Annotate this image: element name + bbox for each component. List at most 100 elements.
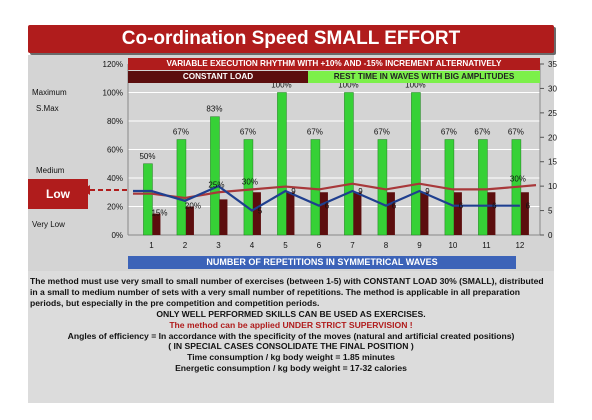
x-axis-title: NUMBER OF REPETITIONS IN SYMMETRICAL WAV… (128, 256, 516, 269)
dark-bar (219, 199, 228, 235)
y-left-tick-label: 20% (107, 203, 123, 212)
blue-line-label: 6 (492, 202, 497, 211)
chart-title-bar: Co-ordination Speed SMALL EFFORT (28, 25, 554, 53)
green-bar (210, 116, 220, 236)
banner-constant: CONSTANT LOAD (128, 71, 308, 83)
green-bar (243, 139, 254, 236)
green-bar-label: 100% (271, 81, 291, 90)
dark-bar (453, 192, 462, 235)
green-bar (478, 139, 488, 236)
paragraph-method: The method must use very small to small … (30, 276, 544, 308)
red-line-label: 30% (510, 175, 526, 184)
x-tick-label: 9 (417, 241, 422, 250)
blue-line (133, 184, 520, 212)
y-right-tick-label: 20 (548, 133, 557, 142)
dark-bar (152, 213, 161, 235)
x-tick-label: 12 (515, 241, 524, 250)
blue-line-label: 6 (392, 202, 397, 211)
y-right-tick-label: 0 (548, 231, 553, 240)
y-right-tick-label: 5 (548, 207, 553, 216)
green-bar (310, 139, 321, 236)
green-bar-label: 67% (474, 128, 490, 137)
paragraph-special-cases: ( IN SPECIAL CASES CONSOLIDATE THE FINAL… (168, 341, 414, 352)
paragraph-energy: Energetic consumption / kg body weight =… (175, 363, 407, 374)
green-bar (143, 163, 153, 236)
paragraph-time: Time consumption / kg body weight = 1.85… (187, 352, 395, 363)
x-tick-label: 1 (149, 241, 154, 250)
green-bar-label: 83% (206, 105, 222, 114)
paragraph-skills: ONLY WELL PERFORMED SKILLS CAN BE USED A… (156, 308, 426, 319)
x-tick-label: 11 (482, 241, 491, 250)
bar-series-dark (152, 192, 529, 235)
green-bar-label: 67% (173, 128, 189, 137)
dark-bar (487, 192, 496, 235)
blue-line-label: 6 (325, 202, 330, 211)
label-medium: Medium (36, 166, 65, 175)
red-line (133, 182, 537, 200)
y-left-tick-label: 80% (107, 117, 123, 126)
banner-variable: VARIABLE EXECUTION RHYTHM WITH +10% AND … (128, 58, 540, 70)
paragraph-angles: Angles of efficiency = In accordance wit… (67, 330, 515, 341)
label-low: Low (28, 179, 88, 209)
dark-bar (252, 192, 261, 235)
dark-bar (286, 192, 295, 235)
y-left-tick-label: 60% (107, 146, 123, 155)
green-bar-label: 100% (338, 81, 358, 90)
x-tick-label: 4 (250, 241, 255, 250)
green-bar-label: 100% (405, 81, 425, 90)
chart-title: Co-ordination Speed SMALL EFFORT (121, 28, 461, 49)
line-series (133, 182, 537, 212)
label-smax: S.Max (36, 104, 59, 113)
y-left-tick-label: 120% (103, 60, 123, 69)
green-bar-label: 67% (508, 128, 524, 137)
dark-bar (420, 192, 429, 235)
x-tick-label: 7 (350, 241, 355, 250)
x-tick-label: 5 (283, 241, 288, 250)
description-text: The method must use very small to small … (30, 276, 552, 374)
dark-bar-label: 15% (151, 209, 167, 218)
blue-line-label: 9 (291, 187, 296, 196)
blue-line-label: 9 (425, 187, 430, 196)
y-right-tick-label: 15 (548, 158, 557, 167)
blue-line-label: 9 (358, 187, 363, 196)
x-tick-label: 2 (183, 241, 188, 250)
red-line-label: 25% (208, 180, 224, 189)
x-tick-label: 6 (317, 241, 322, 250)
x-tick-label: 3 (216, 241, 221, 250)
data-labels: 50% 67% 83% 67% 100% 67% 100% 67% 100% 67% 67% 67% 1… (139, 81, 530, 218)
green-bar-label: 67% (240, 128, 256, 137)
y-right-tick-label: 25 (548, 109, 557, 118)
banner-rest: REST TIME IN WAVES WITH BIG AMPLITUDES (308, 71, 540, 83)
green-bar-label: 67% (374, 128, 390, 137)
dark-bar (185, 206, 194, 235)
dark-bar-label: 20% (185, 202, 201, 211)
y-right-tick-label: 10 (548, 182, 557, 191)
green-bar-label: 50% (139, 152, 155, 161)
label-maximum: Maximum (32, 88, 67, 97)
dark-bar (520, 192, 529, 235)
green-bar (411, 92, 421, 236)
blue-line-label: 6 (459, 202, 464, 211)
red-line-label: 30% (242, 177, 258, 186)
y-left-tick-label: 100% (103, 89, 123, 98)
y-left-tick-label: 0% (111, 231, 123, 240)
green-bar-label: 67% (307, 128, 323, 137)
green-bar (344, 92, 354, 236)
dark-bar (386, 192, 395, 235)
y-right-tick-label: 30 (548, 84, 557, 93)
dark-bar (319, 192, 328, 235)
green-bar-label: 67% (441, 128, 457, 137)
green-bar (176, 139, 187, 236)
low-arrow-head (82, 185, 90, 195)
green-bar (277, 92, 287, 236)
paragraph-supervision: The method can be applied UNDER STRICT S… (169, 319, 413, 330)
description-panel (28, 271, 554, 403)
dark-bar (353, 192, 362, 235)
label-very-low: Very Low (32, 220, 65, 229)
x-tick-label: 10 (448, 241, 457, 250)
x-tick-label: 8 (384, 241, 389, 250)
blue-line-label: 6 (526, 202, 531, 211)
bar-series-green (143, 92, 522, 236)
y-left-tick-label: 40% (107, 174, 123, 183)
